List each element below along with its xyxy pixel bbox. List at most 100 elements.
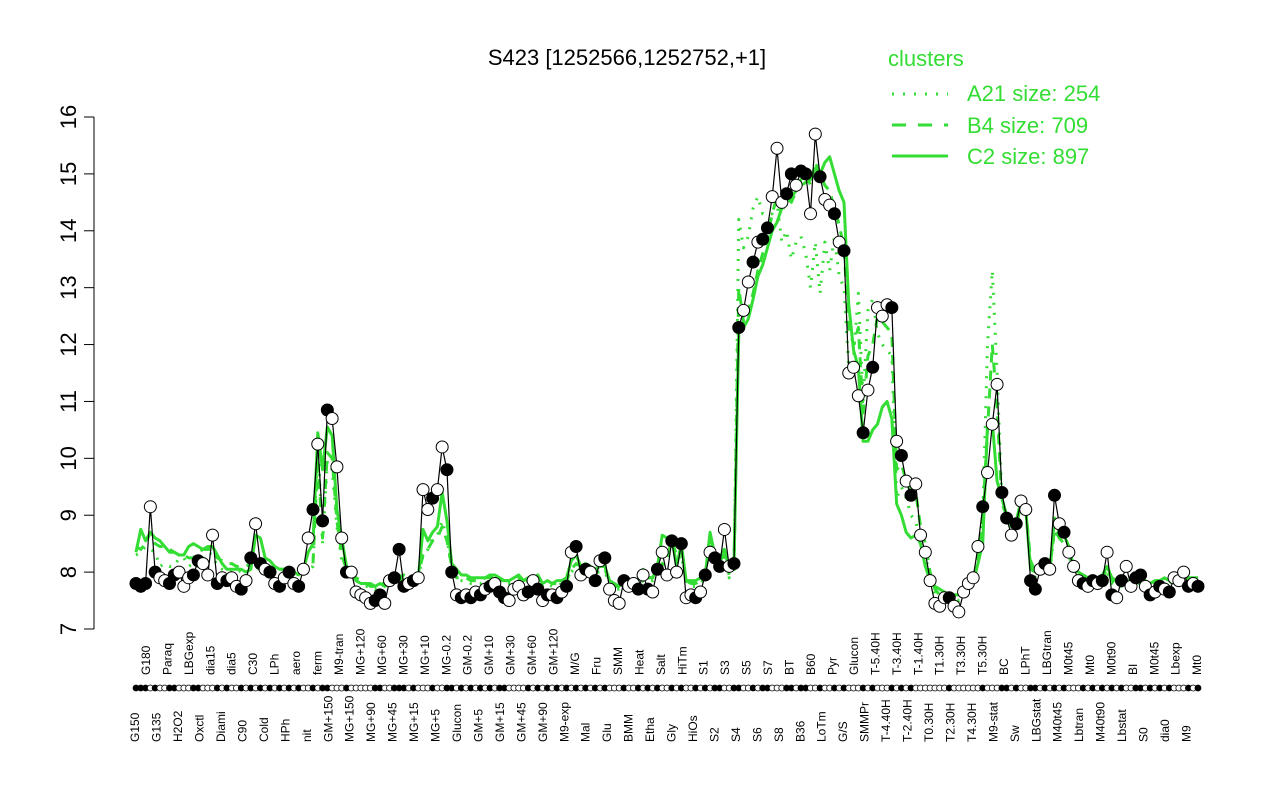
x-tick-label: MG+30	[396, 635, 410, 675]
data-point-open	[851, 389, 865, 403]
data-point-filled	[282, 565, 296, 579]
data-point-open	[344, 565, 358, 579]
x-tick-label: G150	[128, 712, 142, 742]
x-tick-label: S6	[750, 727, 764, 742]
data-point-open	[1119, 559, 1133, 573]
x-tick-label: G180	[139, 645, 153, 675]
y-tick-label: 15	[56, 162, 81, 186]
x-tick-label: T-1.40H	[911, 632, 925, 675]
x-tick-label: Mt0	[1083, 655, 1097, 675]
data-point-filled	[316, 514, 330, 528]
data-point-open	[201, 568, 215, 582]
data-point-open	[655, 545, 669, 559]
x-tick-label: HPh	[278, 719, 292, 742]
data-point-filled	[1114, 574, 1128, 588]
data-point-filled	[698, 568, 712, 582]
x-tick-label: M9-exp	[557, 702, 571, 742]
x-axis: G150 G180 G135 Paraq H2O2 LBGexp Oxctl dia15 Dia…	[128, 628, 1204, 742]
x-tick-label: MG+60	[375, 635, 389, 675]
x-tick-label: M0t45	[1147, 641, 1161, 675]
data-point-filled	[186, 568, 200, 582]
x-tick-label: GM+60	[525, 635, 539, 675]
x-tick-label: Salt	[654, 654, 668, 675]
x-tick-label: S4	[729, 727, 743, 742]
x-tick-label: dia5	[225, 652, 239, 675]
x-tick-label: dia15	[203, 645, 217, 675]
data-point-filled	[827, 207, 841, 221]
x-tick-label: BT	[783, 659, 797, 675]
data-point-open	[971, 540, 985, 554]
x-tick-label: LPh	[268, 654, 282, 675]
x-tick-label: T-5.40H	[868, 632, 882, 675]
data-point-open	[206, 528, 220, 542]
x-tick-label: SMM	[611, 647, 625, 675]
x-tick-label: M/G	[568, 652, 582, 675]
x-tick-label: Lbexp	[1169, 642, 1183, 675]
x-tick-label: T0.30H	[922, 703, 936, 742]
data-point-filled	[995, 485, 1009, 499]
data-point-open	[416, 483, 430, 497]
x-tick-label: G135	[150, 712, 164, 742]
data-point-open	[1067, 559, 1081, 573]
data-point-open	[808, 127, 822, 141]
data-point-filled	[445, 565, 459, 579]
data-point-filled	[244, 551, 258, 565]
x-tick-label: S8	[772, 727, 786, 742]
x-tick-label: BC	[997, 658, 1011, 675]
x-tick-label: Lbtran	[1072, 708, 1086, 742]
data-point-filled	[756, 232, 770, 246]
x-tick-label: Paraq	[160, 643, 174, 675]
x-tick-label: Glucon	[847, 637, 861, 675]
x-tick-label: M40t45	[1051, 702, 1065, 742]
x-tick-label: ferm	[311, 651, 325, 675]
x-tick-label: Gly	[665, 724, 679, 742]
x-tick-label: H2O2	[171, 710, 185, 742]
x-tick-label: S2	[707, 727, 721, 742]
data-point-open	[421, 503, 435, 517]
data-point-open	[966, 571, 980, 585]
x-tick-label: T-3.40H	[890, 632, 904, 675]
data-point-open	[1062, 545, 1076, 559]
data-point-open	[847, 360, 861, 374]
data-point-open	[196, 557, 210, 571]
data-point-open	[330, 460, 344, 474]
data-point-filled	[746, 255, 760, 269]
x-tick-label: C90	[235, 720, 249, 742]
data-point-open	[378, 596, 392, 610]
data-point-filled	[904, 488, 918, 502]
x-tick-label: M40t90	[1094, 702, 1108, 742]
data-point-filled	[569, 540, 583, 554]
x-tick-label: MG+90	[364, 702, 378, 742]
x-tick-label: nit	[300, 729, 314, 742]
data-point-filled	[885, 301, 899, 315]
y-axis: 7 8 9 10 11 12 13 14 15 16	[56, 105, 95, 635]
legend-label-b4: B4 size: 709	[967, 113, 1088, 138]
data-point-open	[909, 477, 923, 491]
data-point-open	[1019, 503, 1033, 517]
x-tick-label: C30	[246, 653, 260, 675]
x-tick-label: Cold	[257, 717, 271, 742]
data-point-open	[612, 596, 626, 610]
x-tick-label: Mal	[579, 723, 593, 742]
data-point-filled	[813, 170, 827, 184]
data-point-open	[952, 605, 966, 619]
cluster-line-c2	[134, 155, 1198, 597]
x-tick-label: B36	[793, 720, 807, 742]
y-tick-label: 12	[56, 332, 81, 356]
x-tick-label: Etha	[643, 717, 657, 742]
data-point-filled	[306, 503, 320, 517]
x-tick-label: Glu	[600, 723, 614, 742]
data-point-open	[1043, 562, 1057, 576]
data-point-filled	[780, 187, 794, 201]
data-point-filled	[799, 167, 813, 181]
data-point-filled	[1057, 525, 1071, 539]
cluster-line-b4	[135, 161, 1199, 597]
x-tick-label: MG+10	[418, 635, 432, 675]
x-tick-label: LBGexp	[182, 631, 196, 675]
data-point-open	[670, 565, 684, 579]
x-tick-label: T4.30H	[965, 703, 979, 742]
data-point-filled	[560, 579, 574, 593]
data-point-open	[646, 585, 660, 599]
x-tick-label: GM+150	[321, 695, 335, 742]
